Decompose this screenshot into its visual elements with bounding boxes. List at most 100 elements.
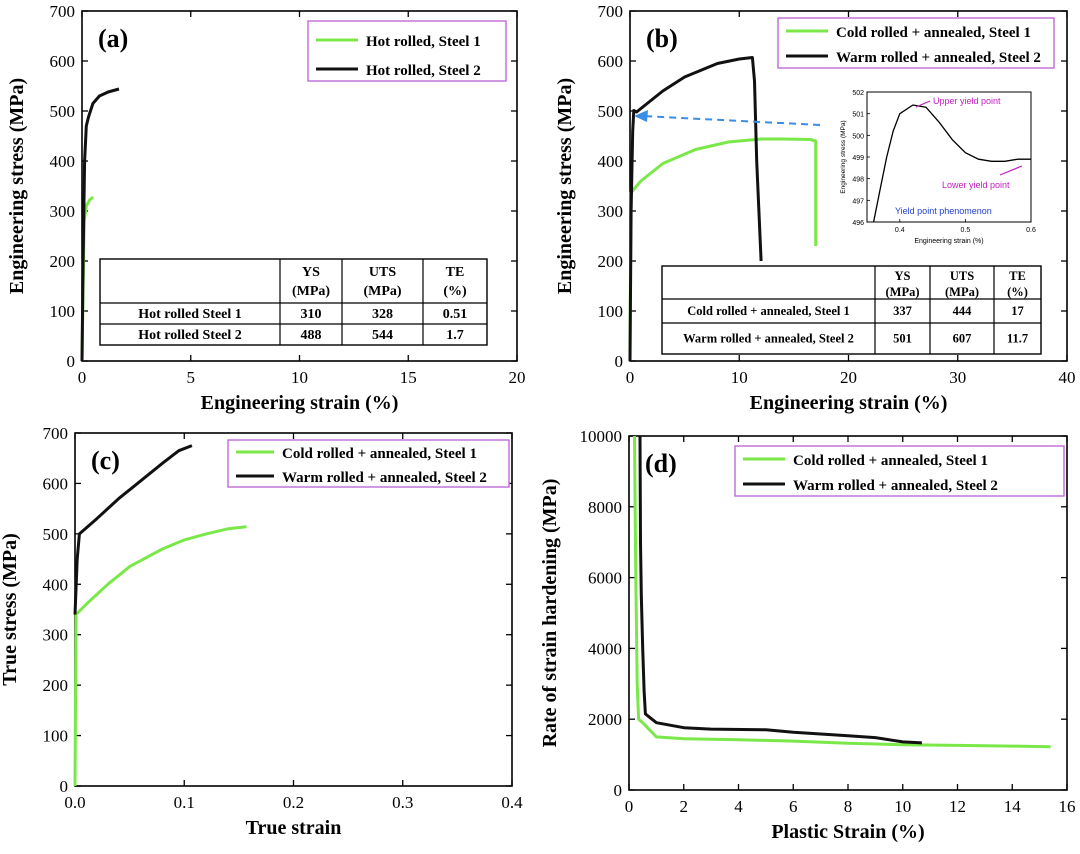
y-axis-label: Rate of strain hardening (MPa) [539, 479, 561, 748]
legend-box [227, 439, 510, 488]
legend-label-1: Hot rolled, Steel 1 [366, 34, 481, 50]
y-tick-label: 100 [43, 727, 69, 746]
y-tick-label: 200 [50, 252, 76, 271]
y-tick-label: 600 [50, 52, 76, 71]
x-tick-label: 0 [626, 368, 635, 387]
x-tick-label: 0.2 [283, 793, 304, 812]
inset-curve [872, 104, 1031, 223]
inset-y-tick-label: 500 [852, 133, 864, 140]
table-cell: 11.7 [1007, 332, 1028, 346]
legend-a: Hot rolled, Steel 1 Hot rolled, Steel 2 [307, 20, 507, 82]
y-tick-label: 400 [50, 152, 76, 171]
table-cell: 1.7 [446, 328, 464, 343]
series-line-2 [80, 87, 120, 362]
table-cell: 488 [301, 328, 322, 343]
table-cell: 310 [301, 307, 322, 322]
table-cell: 544 [372, 328, 393, 343]
y-tick-label: 0 [614, 781, 623, 800]
table-cell: Warm rolled + annealed, Steel 2 [683, 332, 854, 346]
x-axis-label: Plastic Strain (%) [771, 821, 924, 843]
x-tick-label: 20 [509, 368, 526, 387]
legend-label-2: Hot rolled, Steel 2 [366, 63, 481, 79]
inset-x-tick-label: 0.5 [961, 227, 971, 234]
y-tick-label: 400 [43, 575, 69, 594]
legend-label-2: Warm rolled + annealed, Steel 2 [793, 478, 998, 494]
y-axis-label: Engineering stress (MPa) [6, 78, 28, 294]
y-tick-label: 200 [43, 676, 69, 695]
x-tick-label: 10 [731, 368, 748, 387]
panel-b: 0 10 20 30 400100200300400500600700Engineeri… [554, 2, 1076, 414]
y-tick-label: 700 [50, 2, 76, 21]
y-tick-label: 300 [50, 202, 76, 221]
x-tick-label: 0 [625, 797, 634, 816]
lower-yield-label: Lower yield point [942, 180, 1010, 190]
y-tick-label: 500 [598, 102, 624, 121]
table-header: TE [446, 265, 465, 280]
y-tick-label: 300 [598, 202, 624, 221]
y-tick-label: 300 [43, 626, 69, 645]
series-line-1 [633, 435, 1051, 749]
legend-d: Cold rolled + annealed, Steel 1 Warm roll… [734, 445, 1065, 497]
table-header: (MPa) [945, 285, 979, 299]
x-tick-label: 0.4 [501, 793, 523, 812]
inset-y-tick-label: 498 [852, 177, 864, 184]
inset-y-tick-label: 497 [852, 198, 864, 205]
x-tick-label: 0.3 [392, 793, 413, 812]
x-axis-label: Engineering strain (%) [201, 392, 399, 414]
table-cell: Cold rolled + annealed, Steel 1 [687, 304, 849, 318]
panel-label: (b) [646, 24, 678, 53]
series-line-2 [638, 435, 922, 745]
inset-y-tick-label: 496 [852, 220, 864, 227]
table-cell: 0.51 [443, 307, 468, 322]
lower-yield-arrow [999, 165, 1023, 176]
table-cell: 444 [953, 304, 973, 318]
table-header: YS [895, 269, 911, 283]
y-tick-label: 0 [60, 777, 69, 796]
table-header: UTS [369, 265, 396, 280]
table-cell: 337 [893, 304, 912, 318]
x-tick-label: 15 [400, 368, 417, 387]
x-tick-label: 20 [840, 368, 857, 387]
legend-c: Cold rolled + annealed, Steel 1 Warm roll… [227, 439, 510, 488]
y-axis-label: True stress (MPa) [0, 533, 21, 686]
y-tick-label: 500 [50, 102, 76, 121]
legend-label-1: Cold rolled + annealed, Steel 1 [282, 446, 477, 462]
panel-label: (c) [91, 446, 120, 475]
x-tick-label: 10 [894, 797, 911, 816]
legend-label-1: Cold rolled + annealed, Steel 1 [836, 25, 1031, 41]
x-tick-label: 8 [844, 797, 853, 816]
table-header: TE [1009, 269, 1026, 283]
series-line-1 [73, 525, 247, 787]
x-tick-label: 10 [291, 368, 308, 387]
inset-y-tick-label: 499 [852, 155, 864, 162]
inset-y-tick-label: 502 [852, 90, 864, 97]
y-tick-label: 700 [598, 2, 624, 21]
inset-x-tick-label: 0.4 [895, 227, 905, 234]
series-line-2 [628, 56, 763, 362]
inset-y-axis-label: Engineering stress (MPa) [840, 120, 847, 193]
table-frame [661, 265, 1042, 355]
inset-background [826, 84, 1040, 252]
y-tick-label: 0 [615, 352, 624, 371]
table-header: (MPa) [885, 285, 919, 299]
table-cell: Hot rolled Steel 1 [138, 307, 242, 322]
inset-chart: 496 497 498 499 500 501 502 0.4 0.5 0.6 Engineerin… [634, 84, 1040, 252]
y-tick-label: 100 [50, 302, 76, 321]
x-tick-label: 12 [949, 797, 966, 816]
inset-y-tick-label: 501 [852, 112, 864, 119]
x-tick-label: 0 [78, 368, 87, 387]
table-cell: 501 [893, 332, 912, 346]
table-cell: 17 [1011, 304, 1024, 318]
legend-box [734, 445, 1065, 497]
x-tick-label: 0.0 [64, 793, 85, 812]
table-cell: 607 [953, 332, 972, 346]
table-cell: Hot rolled Steel 2 [138, 328, 242, 343]
inset-x-axis-label: Engineering strain (%) [914, 238, 983, 245]
legend-box [307, 20, 507, 82]
inset-x-tick-label: 0.6 [1026, 227, 1036, 234]
table-cell: 328 [372, 307, 393, 322]
x-axis-label: True strain [246, 817, 342, 839]
y-tick-label: 6000 [588, 569, 622, 588]
panel-d: 0 2 4 6 8 10 12 14 16 0 2000 4000 6000 8000 10000 Plast… [539, 427, 1076, 843]
